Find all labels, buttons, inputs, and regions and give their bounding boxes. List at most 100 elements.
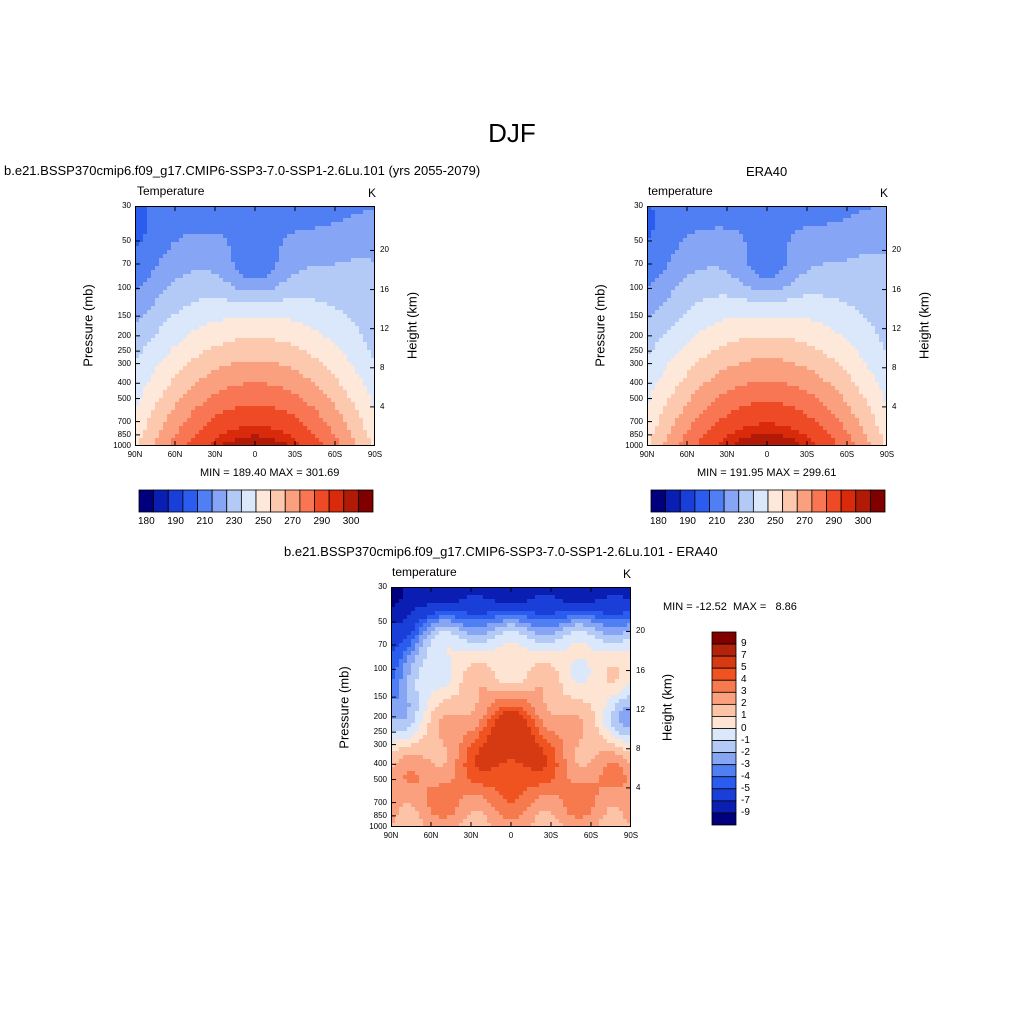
field-cell bbox=[799, 246, 804, 251]
field-cell bbox=[651, 230, 656, 235]
field-cell bbox=[151, 254, 156, 259]
field-cell bbox=[699, 226, 704, 231]
field-cell bbox=[811, 218, 816, 223]
field-cell bbox=[355, 362, 360, 367]
field-cell bbox=[247, 386, 252, 391]
field-cell bbox=[667, 278, 672, 283]
field-cell bbox=[243, 214, 248, 219]
field-cell bbox=[691, 206, 696, 211]
field-cell bbox=[255, 398, 260, 403]
field-cell bbox=[323, 430, 328, 435]
field-cell bbox=[371, 422, 375, 427]
field-cell bbox=[207, 346, 212, 351]
field-cell bbox=[851, 234, 856, 239]
field-cell bbox=[731, 214, 736, 219]
field-cell bbox=[843, 262, 848, 267]
field-cell bbox=[243, 290, 248, 295]
field-cell bbox=[759, 230, 764, 235]
field-cell bbox=[271, 302, 276, 307]
field-cell bbox=[351, 366, 356, 371]
field-cell bbox=[311, 398, 316, 403]
field-cell bbox=[259, 218, 264, 223]
field-cell bbox=[191, 326, 196, 331]
field-cell bbox=[227, 326, 232, 331]
field-cell bbox=[283, 326, 288, 331]
field-cell bbox=[139, 254, 144, 259]
field-cell bbox=[183, 358, 188, 363]
field-cell bbox=[175, 390, 180, 395]
field-cell bbox=[147, 374, 152, 379]
field-cell bbox=[863, 270, 868, 275]
field-cell bbox=[191, 286, 196, 291]
field-cell bbox=[779, 254, 784, 259]
field-cell bbox=[243, 390, 248, 395]
field-cell bbox=[823, 218, 828, 223]
field-cell bbox=[187, 386, 192, 391]
field-cell bbox=[275, 206, 280, 211]
field-cell bbox=[231, 326, 236, 331]
field-cell bbox=[279, 378, 284, 383]
field-cell bbox=[283, 286, 288, 291]
field-cell bbox=[171, 258, 176, 263]
field-cell bbox=[363, 230, 368, 235]
field-cell bbox=[171, 406, 176, 411]
field-cell bbox=[235, 370, 240, 375]
field-cell bbox=[795, 254, 800, 259]
field-cell bbox=[699, 258, 704, 263]
field-cell bbox=[275, 330, 280, 335]
field-cell bbox=[819, 262, 824, 267]
field-cell bbox=[231, 222, 236, 227]
field-cell bbox=[687, 262, 692, 267]
field-cell bbox=[255, 258, 260, 263]
field-cell bbox=[347, 382, 352, 387]
field-cell bbox=[271, 370, 276, 375]
field-cell bbox=[303, 350, 308, 355]
field-cell bbox=[191, 230, 196, 235]
field-cell bbox=[319, 234, 324, 239]
field-cell bbox=[223, 434, 228, 439]
field-cell bbox=[215, 406, 220, 411]
field-cell bbox=[683, 270, 688, 275]
field-cell bbox=[207, 222, 212, 227]
field-cell bbox=[163, 438, 168, 443]
field-cell bbox=[139, 210, 144, 215]
field-cell bbox=[303, 238, 308, 243]
field-cell bbox=[879, 254, 884, 259]
field-cell bbox=[211, 350, 216, 355]
field-cell bbox=[363, 346, 368, 351]
field-cell bbox=[719, 266, 724, 271]
field-cell bbox=[143, 358, 148, 363]
field-cell bbox=[699, 234, 704, 239]
field-cell bbox=[259, 258, 264, 263]
field-cell bbox=[823, 286, 828, 291]
field-cell bbox=[731, 266, 736, 271]
field-cell bbox=[211, 266, 216, 271]
field-cell bbox=[751, 246, 756, 251]
field-cell bbox=[699, 254, 704, 259]
field-cell bbox=[335, 430, 340, 435]
field-cell bbox=[287, 414, 292, 419]
field-cell bbox=[659, 278, 664, 283]
field-cell bbox=[319, 218, 324, 223]
field-cell bbox=[279, 210, 284, 215]
field-cell bbox=[187, 422, 192, 427]
field-cell bbox=[283, 346, 288, 351]
field-cell bbox=[871, 254, 876, 259]
field-cell bbox=[663, 286, 668, 291]
field-cell bbox=[311, 402, 316, 407]
field-cell bbox=[267, 306, 272, 311]
field-cell bbox=[339, 246, 344, 251]
field-cell bbox=[143, 410, 148, 415]
field-cell bbox=[731, 254, 736, 259]
field-cell bbox=[759, 250, 764, 255]
field-cell bbox=[335, 254, 340, 259]
field-cell bbox=[295, 426, 300, 431]
field-cell bbox=[139, 234, 144, 239]
field-cell bbox=[287, 406, 292, 411]
field-cell bbox=[303, 294, 308, 299]
field-cell bbox=[859, 282, 864, 287]
field-cell bbox=[247, 254, 252, 259]
field-cell bbox=[219, 282, 224, 287]
field-cell bbox=[195, 414, 200, 419]
field-cell bbox=[199, 334, 204, 339]
